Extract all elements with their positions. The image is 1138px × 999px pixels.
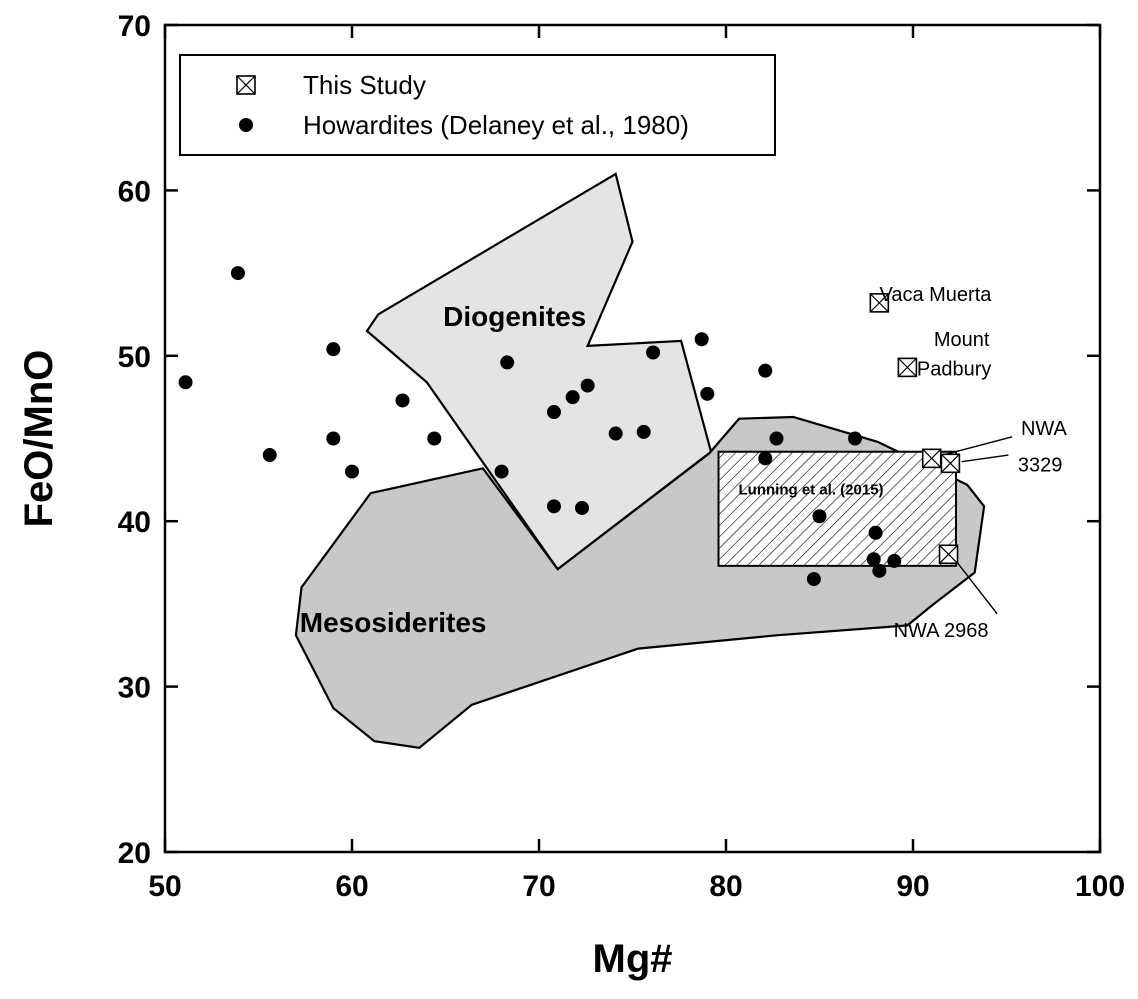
annotation-nwa-2968: NWA 2968 (894, 620, 989, 642)
howardite-point (178, 375, 193, 390)
howardite-point (500, 355, 515, 370)
x-tick-label: 90 (896, 870, 929, 903)
x-tick-label: 80 (709, 870, 742, 903)
region-label-mesosiderites: Mesosiderites (300, 607, 487, 638)
annotations: Vaca Muerta Mount Padbury NWA 3329 NWA 2968 (879, 284, 1067, 642)
howardite-point (326, 342, 341, 357)
annotation-padbury: Padbury (917, 359, 992, 381)
x-tick-label: 100 (1075, 870, 1125, 903)
howardite-point (806, 572, 821, 587)
x-tick-label: 70 (522, 870, 555, 903)
howardite-point (395, 393, 410, 408)
y-tick-label: 20 (118, 837, 151, 870)
annotation-vaca-muerta: Vaca Muerta (879, 284, 992, 306)
this-study-point (869, 293, 890, 313)
howardite-point (758, 363, 773, 378)
data-points (178, 266, 961, 587)
plot-frame (163, 23, 1102, 854)
howardite-point (769, 431, 784, 446)
howardite-point (866, 552, 881, 567)
annotation-mount: Mount (934, 329, 990, 351)
legend: This Study Howardites (Delaney et al., 19… (179, 54, 776, 156)
howardite-point (575, 500, 590, 515)
leader-line (955, 560, 998, 615)
howardite-point (636, 424, 651, 439)
howardite-point (580, 378, 595, 393)
lunning-box-label: Lunning et al. (2015) (739, 482, 884, 499)
howardite-point (694, 332, 709, 347)
leader-line (961, 454, 1009, 463)
howardite-point (494, 464, 509, 479)
region-diogenites (365, 172, 713, 571)
annotation-3329: 3329 (1018, 455, 1063, 477)
lunning-box (717, 450, 958, 567)
y-tick-label: 40 (118, 506, 151, 539)
howardite-point (868, 525, 883, 540)
howardite-point (427, 431, 442, 446)
howardite-point (262, 448, 277, 463)
region-label-diogenites: Diogenites (443, 301, 586, 332)
howardite-point (812, 509, 827, 524)
howardite-point (546, 499, 561, 514)
y-tick-label: 30 (118, 672, 151, 705)
legend-label-howardites-delaney-et-al-1980: Howardites (Delaney et al., 1980) (303, 110, 689, 140)
y-axis-title: FeO/MnO (17, 350, 61, 528)
this-study-point (897, 357, 918, 378)
lunning-box-layer: Lunning et al. (2015) (717, 450, 958, 567)
legend-marker-howardites (239, 118, 253, 132)
this-study-point (938, 544, 959, 565)
this-study-point (940, 453, 961, 474)
howardite-point (700, 386, 715, 401)
y-tick-label: 50 (118, 341, 151, 374)
howardite-point (546, 405, 561, 420)
x-tick-label: 60 (335, 870, 368, 903)
howardite-point (326, 431, 341, 446)
howardite-point (887, 553, 902, 568)
legend-marker-this-study (236, 75, 256, 95)
leader-lines (942, 436, 1013, 615)
howardite-point (345, 464, 359, 479)
howardite-point (230, 266, 245, 281)
howardite-point (848, 431, 863, 446)
annotation-nwa: NWA (1021, 418, 1068, 440)
howardite-point (758, 451, 773, 466)
legend-box (179, 54, 776, 156)
howardite-point (646, 345, 661, 360)
leader-line (942, 436, 1013, 456)
y-tick-label: 70 (118, 10, 151, 43)
x-axis-title: Mg# (593, 937, 673, 981)
x-tick-label: 50 (148, 870, 181, 903)
howardite-point (608, 426, 623, 441)
this-study-point (921, 448, 942, 469)
howardite-point (872, 563, 887, 578)
axes: 50 60 70 80 90 100 20 30 40 50 60 70 (118, 10, 1125, 903)
legend-label-this-study: This Study (303, 70, 426, 100)
y-tick-label: 60 (118, 175, 151, 208)
howardite-point (565, 390, 580, 405)
